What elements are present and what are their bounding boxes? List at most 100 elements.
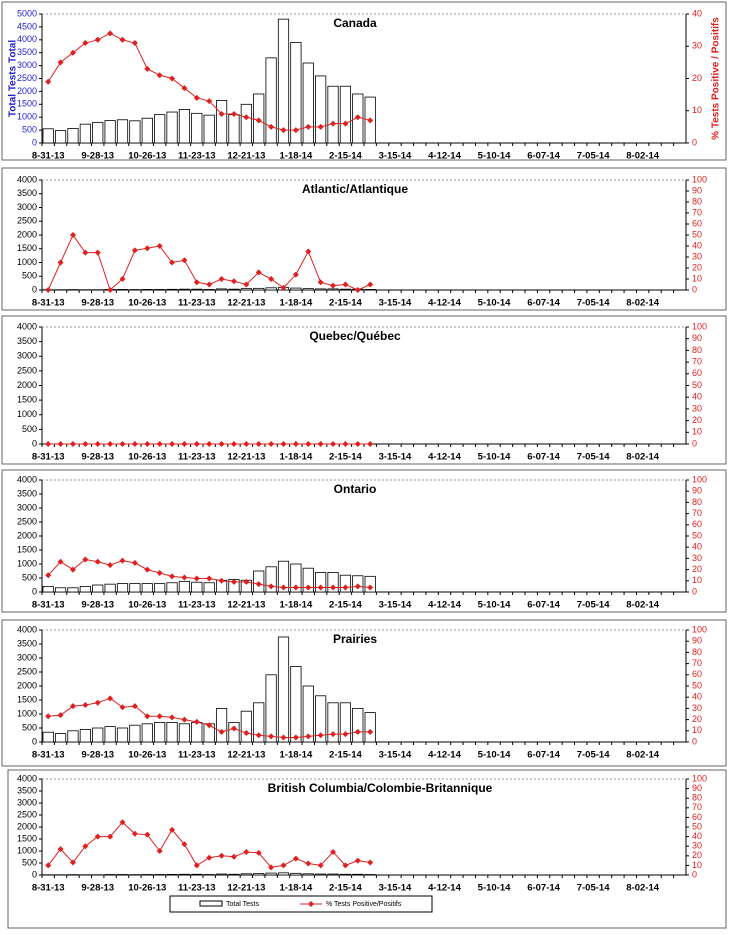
- panel-border: [1, 1, 727, 161]
- y-tick-label: 2000: [17, 229, 37, 239]
- y-tick-label: 3000: [17, 60, 37, 70]
- line-marker: [107, 833, 114, 840]
- y-tick-label: 1000: [17, 409, 37, 419]
- line-marker: [57, 846, 64, 853]
- line-marker: [305, 248, 312, 255]
- bar: [228, 288, 240, 291]
- y2-tick-label: 70: [692, 802, 702, 812]
- y2-tick-label: 100: [692, 321, 707, 331]
- y2-tick-label: 40: [692, 542, 702, 552]
- y-tick-label: 3500: [17, 47, 37, 57]
- line-marker: [119, 819, 126, 826]
- bar: [352, 873, 364, 876]
- bar: [67, 587, 79, 593]
- y-tick-label: 3500: [17, 488, 37, 498]
- line-marker: [144, 441, 151, 447]
- x-tick-label: 7-05-14: [577, 151, 610, 162]
- bar: [203, 582, 215, 593]
- line-marker: [268, 123, 275, 130]
- line-marker: [243, 441, 250, 447]
- x-tick-label: 6-07-14: [527, 298, 560, 309]
- y-tick-label: 2000: [17, 530, 37, 540]
- line-marker: [367, 728, 374, 735]
- bar: [327, 572, 339, 593]
- bar: [327, 85, 339, 144]
- line-marker: [181, 716, 188, 723]
- bar: [364, 712, 376, 743]
- line-marker: [218, 110, 225, 117]
- y2-tick-label: 20: [692, 73, 702, 83]
- line-marker: [107, 562, 114, 569]
- y-axis-title: Total Tests Total: [8, 40, 19, 117]
- line-marker: [57, 441, 64, 447]
- legend-label: % Tests Positive/Positifs: [326, 901, 402, 908]
- y2-tick-label: 10: [692, 860, 702, 870]
- bar: [364, 289, 376, 291]
- bar: [265, 566, 277, 593]
- bar: [191, 873, 203, 876]
- line-marker: [156, 713, 163, 720]
- line-marker: [367, 859, 374, 866]
- x-tick-label: 11-23-13: [178, 151, 216, 162]
- bar: [129, 583, 141, 593]
- y2-tick-label: 60: [692, 812, 702, 822]
- bar: [191, 722, 203, 743]
- line-marker: [268, 583, 275, 590]
- bar: [265, 674, 277, 743]
- x-tick-label: 7-05-14: [577, 750, 610, 761]
- bar: [116, 727, 129, 743]
- x-tick-label: 8-02-14: [626, 298, 659, 309]
- line-marker: [268, 733, 275, 740]
- y2-tick-label: 50: [692, 680, 702, 690]
- x-tick-label: 11-23-13: [178, 452, 216, 463]
- line-marker: [342, 584, 349, 591]
- bar: [290, 666, 302, 743]
- bar: [339, 873, 352, 876]
- line-marker: [292, 584, 299, 591]
- bar: [302, 567, 314, 593]
- y2-tick-label: 20: [692, 262, 702, 272]
- x-tick-label: 6-07-14: [527, 750, 560, 761]
- line-marker: [218, 441, 225, 447]
- y2-tick-label: 20: [692, 415, 702, 425]
- y-tick-label: 2000: [17, 680, 37, 690]
- bar: [302, 288, 314, 291]
- y-tick-label: 4000: [17, 773, 37, 783]
- bar: [315, 75, 327, 144]
- bar: [178, 288, 191, 291]
- chart-title: Ontario: [334, 482, 377, 496]
- line-marker: [169, 75, 176, 82]
- y-tick-label: 2500: [17, 216, 37, 226]
- y-tick-label: 500: [22, 271, 37, 281]
- line-marker: [107, 695, 114, 702]
- line-marker: [156, 848, 163, 854]
- bar: [240, 288, 252, 291]
- bar: [79, 729, 91, 743]
- bar: [215, 100, 228, 144]
- y-tick-label: 4000: [17, 34, 37, 44]
- x-tick-label: 8-02-14: [626, 151, 659, 162]
- bar: [154, 722, 166, 743]
- y2-tick-label: 10: [692, 725, 702, 735]
- line-marker: [230, 578, 237, 585]
- bar: [141, 117, 153, 144]
- line-marker: [57, 558, 64, 565]
- y-tick-label: 0: [32, 438, 37, 448]
- bar: [339, 85, 352, 144]
- bar: [79, 586, 91, 593]
- bar: [104, 726, 116, 743]
- bar: [327, 702, 339, 743]
- bar: [240, 710, 252, 743]
- line-marker: [255, 269, 262, 276]
- bar: [166, 288, 178, 291]
- line-marker: [305, 584, 312, 591]
- y-tick-label: 0: [32, 869, 37, 879]
- line-marker: [169, 826, 176, 833]
- line-marker: [367, 584, 374, 591]
- line-marker: [57, 59, 64, 66]
- y2-tick-label: 0: [692, 736, 697, 746]
- y2-tick-label: 100: [692, 174, 707, 184]
- bar: [129, 120, 141, 144]
- line-marker: [218, 852, 225, 859]
- y2-tick-label: 0: [692, 869, 697, 879]
